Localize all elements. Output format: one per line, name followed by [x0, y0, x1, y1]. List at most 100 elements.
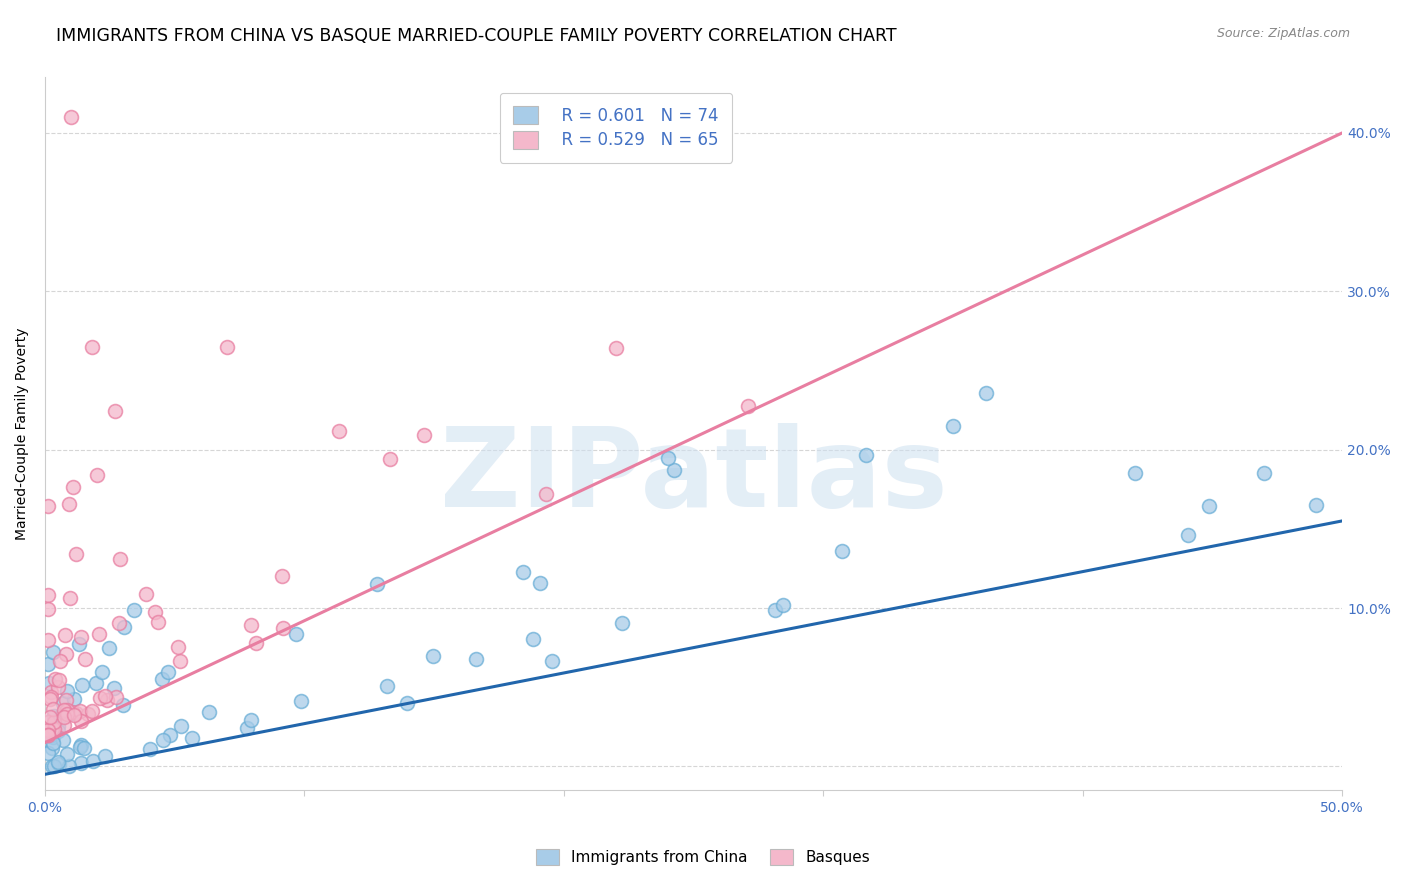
Point: [1198, 500, 1220, 514]
Point: [49, 708, 72, 723]
Point: [610, 616, 633, 631]
Point: [534, 487, 557, 501]
Point: [48, 757, 70, 772]
Point: [42, 731, 65, 745]
Point: [37, 723, 59, 738]
Point: [855, 448, 877, 462]
Point: [772, 598, 794, 612]
Point: [58, 497, 80, 511]
Point: [831, 544, 853, 558]
Point: [86, 467, 108, 482]
Point: [413, 427, 436, 442]
Point: [1123, 467, 1146, 481]
Point: [94, 690, 117, 704]
Point: [65, 547, 87, 561]
Point: [245, 635, 267, 649]
Point: [465, 652, 488, 666]
Point: [41, 741, 63, 756]
Point: [62, 480, 84, 494]
Point: [56, 703, 79, 717]
Text: ZIPatlas: ZIPatlas: [440, 423, 948, 530]
Point: [60, 705, 83, 719]
Point: [63, 707, 86, 722]
Point: [37, 728, 59, 742]
Point: [942, 418, 965, 433]
Point: [59, 591, 82, 605]
Point: [39, 710, 62, 724]
Point: [135, 586, 157, 600]
Point: [53, 718, 76, 732]
Point: [1253, 467, 1275, 481]
Point: [48, 654, 70, 668]
Point: [152, 732, 174, 747]
Point: [290, 694, 312, 708]
Point: [396, 696, 419, 710]
Point: [75, 652, 97, 666]
Point: [39, 692, 62, 706]
Point: [529, 576, 551, 591]
Point: [62, 706, 84, 720]
Point: [167, 640, 190, 654]
Point: [37, 632, 59, 647]
Point: [46, 681, 69, 695]
Point: [108, 552, 131, 566]
Point: [42, 645, 65, 659]
Point: [94, 749, 117, 764]
Point: [108, 615, 131, 630]
Point: [103, 681, 125, 696]
Point: [122, 603, 145, 617]
Point: [48, 719, 70, 733]
Point: [37, 715, 59, 730]
Point: [170, 719, 193, 733]
Point: [271, 621, 294, 635]
Point: [605, 341, 627, 355]
Point: [235, 722, 257, 736]
Point: [150, 672, 173, 686]
Point: [55, 647, 77, 661]
Point: [239, 618, 262, 632]
Point: [63, 692, 86, 706]
Point: [143, 605, 166, 619]
Point: [104, 403, 127, 417]
Point: [46, 755, 69, 769]
Point: [42, 722, 65, 736]
Point: [148, 615, 170, 629]
Point: [42, 736, 65, 750]
Point: [37, 588, 59, 602]
Point: [44, 709, 66, 723]
Point: [37, 746, 59, 760]
Point: [56, 747, 79, 761]
Point: [52, 733, 75, 747]
Point: [41, 722, 63, 736]
Point: [91, 665, 114, 679]
Text: Source: ZipAtlas.com: Source: ZipAtlas.com: [1216, 27, 1350, 40]
Point: [67, 637, 90, 651]
Point: [1177, 528, 1199, 542]
Point: [522, 632, 544, 647]
Point: [215, 340, 238, 354]
Point: [52, 696, 75, 710]
Point: [69, 739, 91, 754]
Point: [53, 710, 76, 724]
Point: [285, 627, 308, 641]
Point: [69, 704, 91, 718]
Point: [70, 678, 93, 692]
Point: [53, 703, 76, 717]
Point: [48, 723, 70, 738]
Point: [53, 628, 76, 642]
Point: [270, 569, 292, 583]
Point: [198, 706, 221, 720]
Point: [56, 683, 79, 698]
Point: [37, 601, 59, 615]
Point: [59, 110, 82, 124]
Point: [976, 385, 998, 400]
Point: [422, 648, 444, 663]
Point: [380, 452, 402, 467]
Point: [657, 450, 679, 465]
Point: [763, 603, 786, 617]
Point: [89, 690, 111, 705]
Y-axis label: Married-Couple Family Poverty: Married-Couple Family Poverty: [15, 327, 30, 540]
Point: [112, 620, 135, 634]
Legend: Immigrants from China, Basques: Immigrants from China, Basques: [530, 843, 876, 871]
Point: [662, 462, 685, 476]
